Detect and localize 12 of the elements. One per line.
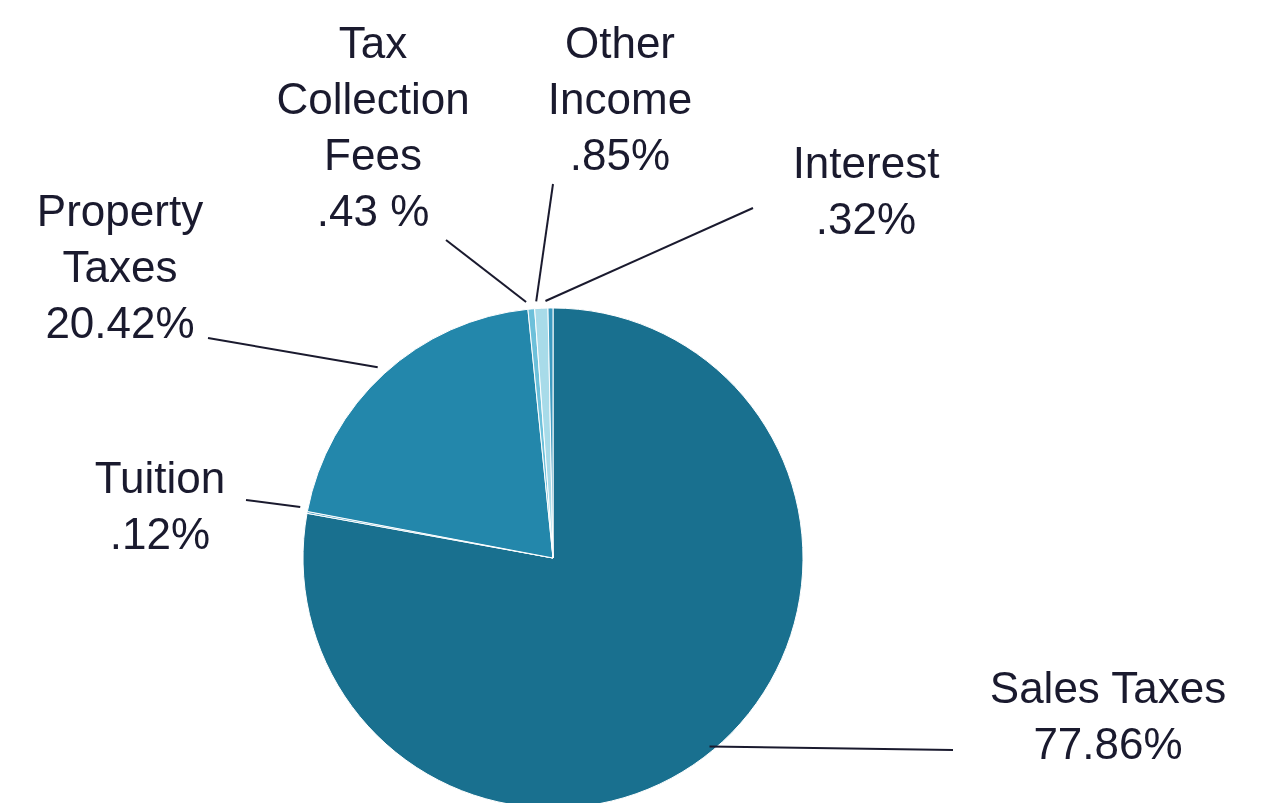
data-label: 77.86% xyxy=(1033,719,1183,768)
data-label: 20.42% xyxy=(45,298,195,347)
data-label: .85% xyxy=(569,130,671,179)
data-label: .32% xyxy=(815,194,917,243)
slice-label: Tax Collection Fees xyxy=(276,18,470,179)
slice-label: Interest xyxy=(792,138,940,187)
slice-label: Other Income xyxy=(547,18,693,123)
data-label: .12% xyxy=(109,509,211,558)
slice-label: Sales Taxes xyxy=(989,663,1227,712)
slice-label: Property Taxes xyxy=(36,186,204,291)
data-label: .43 % xyxy=(316,186,430,235)
slice-label: Tuition xyxy=(94,453,226,502)
